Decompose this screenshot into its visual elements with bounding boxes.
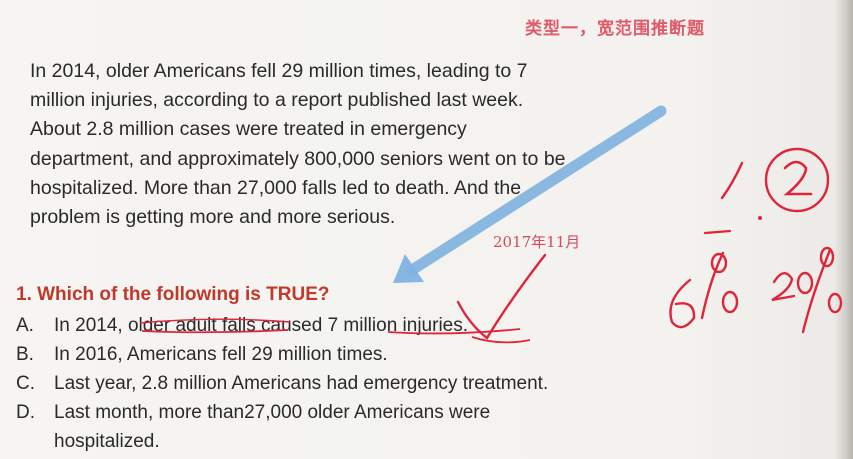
check-squiggle bbox=[471, 336, 531, 344]
section-title: 类型一，宽范围推断题 bbox=[525, 19, 705, 39]
passage-line: About 2.8 million cases were treated in … bbox=[30, 118, 467, 141]
option-letter: A. bbox=[16, 315, 34, 336]
handwritten-dash bbox=[703, 229, 732, 235]
option-text-wrap: Last month, more than27,000 older Americ… bbox=[54, 398, 490, 456]
handwritten-dot bbox=[758, 216, 762, 220]
option-letter: D. bbox=[16, 402, 35, 423]
option-d[interactable]: D. Last month, more than27,000 older Ame… bbox=[16, 398, 656, 456]
handwritten-twenty-percent bbox=[771, 246, 843, 334]
passage-line: department, and approximately 800,000 se… bbox=[30, 147, 566, 170]
pointer-arrow bbox=[393, 105, 667, 283]
handwritten-one bbox=[720, 161, 744, 200]
presenter-edge bbox=[835, 0, 853, 459]
option-letter: B. bbox=[16, 344, 34, 365]
option-letter: C. bbox=[16, 373, 35, 394]
option-text: Last month, more than27,000 older Americ… bbox=[54, 402, 491, 423]
option-text: In 2016, Americans fell 29 million times… bbox=[54, 344, 388, 365]
check-mark bbox=[456, 253, 547, 340]
underline-mark bbox=[387, 328, 521, 335]
handwritten-six-percent bbox=[669, 251, 739, 329]
circled-two-mark bbox=[764, 147, 830, 213]
passage-line: In 2014, older Americans fell 29 million… bbox=[30, 60, 528, 82]
option-text: Last year, 2.8 million Americans had eme… bbox=[54, 373, 549, 394]
passage-line: million injuries, according to a report … bbox=[30, 89, 524, 112]
answer-options: A. In 2014, older adult falls caused 7 m… bbox=[16, 311, 656, 456]
option-text-continuation: hospitalized. bbox=[54, 431, 160, 452]
strike-mark bbox=[139, 318, 291, 324]
option-c[interactable]: C. Last year, 2.8 million Americans had … bbox=[16, 369, 656, 398]
underline-mark bbox=[141, 329, 289, 334]
passage-line: hospitalized. More than 27,000 falls led… bbox=[30, 176, 522, 199]
reading-passage: In 2014, older Americans fell 29 million… bbox=[30, 57, 670, 232]
passage-line: problem is getting more and more serious… bbox=[30, 206, 396, 229]
date-annotation: 2017年11月 bbox=[493, 233, 581, 251]
option-b[interactable]: B. In 2016, Americans fell 29 million ti… bbox=[16, 340, 656, 369]
question-prompt: 1. Which of the following is TRUE? bbox=[16, 284, 330, 305]
